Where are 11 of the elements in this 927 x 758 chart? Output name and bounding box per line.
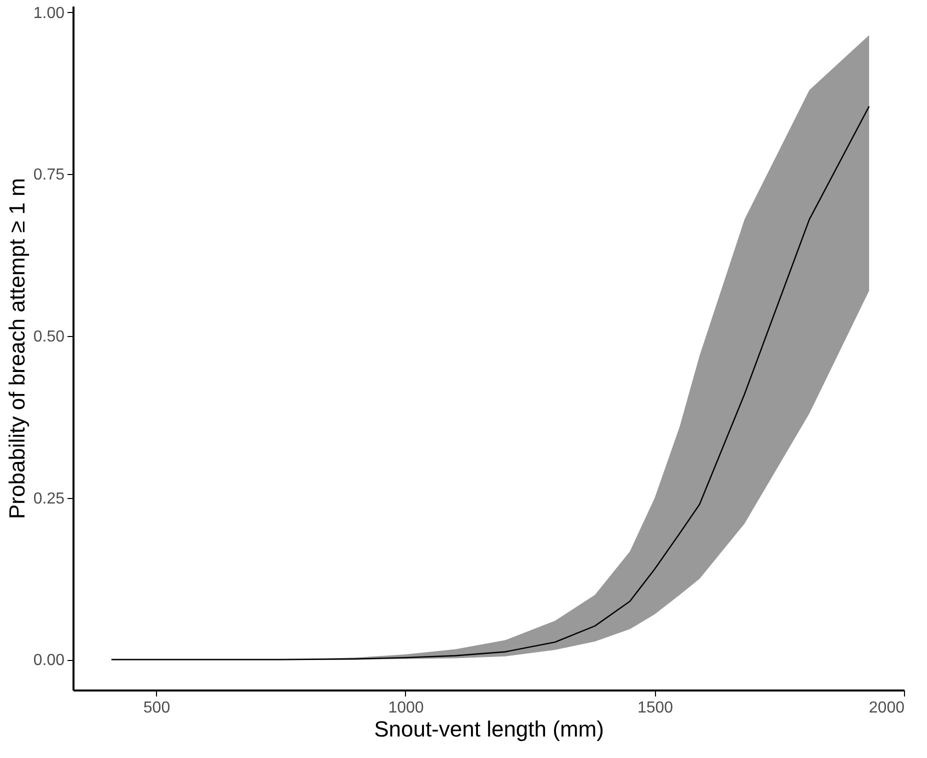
- x-tick-label: 1000: [388, 700, 424, 716]
- y-tick-label: 0.75: [33, 166, 65, 184]
- y-tick-label: 1.00: [33, 4, 65, 22]
- y-tick-label: 0.00: [33, 652, 65, 670]
- x-tick-label: 1500: [637, 700, 674, 716]
- y-tick-label: 0.25: [33, 490, 65, 508]
- x-tick-label: 2000: [868, 700, 905, 716]
- x-tick-label: 500: [143, 700, 170, 716]
- y-axis-title: Probability of breach attempt ≥ 1 m: [4, 178, 30, 520]
- y-tick-label: 0.50: [33, 328, 65, 346]
- x-axis-title: Snout-vent length (mm): [374, 716, 604, 742]
